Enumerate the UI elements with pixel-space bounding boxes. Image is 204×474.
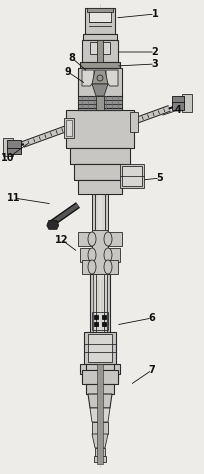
Bar <box>90 42 98 54</box>
Polygon shape <box>82 70 94 86</box>
Bar <box>83 34 117 40</box>
Text: 9: 9 <box>65 67 71 77</box>
Bar <box>85 8 115 34</box>
Bar <box>7 140 21 155</box>
Bar <box>82 40 118 62</box>
Bar <box>78 180 122 194</box>
Bar <box>96 274 104 364</box>
Polygon shape <box>92 70 108 84</box>
Bar <box>108 260 118 274</box>
Bar <box>88 334 112 362</box>
Ellipse shape <box>104 260 112 274</box>
Polygon shape <box>92 434 108 448</box>
Text: 8: 8 <box>69 53 75 63</box>
Bar <box>82 260 92 274</box>
Bar <box>108 232 122 246</box>
Text: 11: 11 <box>7 193 21 203</box>
Ellipse shape <box>88 232 96 246</box>
Polygon shape <box>47 220 59 229</box>
Bar <box>94 315 98 319</box>
Bar <box>130 112 138 132</box>
Bar <box>122 166 142 186</box>
Polygon shape <box>88 394 112 408</box>
Polygon shape <box>106 70 118 86</box>
Bar <box>66 110 134 148</box>
Bar <box>86 384 114 394</box>
Bar <box>80 364 120 374</box>
Bar <box>78 96 122 110</box>
Polygon shape <box>92 84 108 96</box>
Bar <box>90 274 110 364</box>
Bar <box>66 120 72 136</box>
Bar <box>82 370 118 384</box>
Bar <box>82 374 118 382</box>
Bar <box>102 42 110 54</box>
Bar <box>93 274 107 364</box>
Bar <box>182 94 192 112</box>
Bar <box>120 164 144 188</box>
Ellipse shape <box>104 248 112 262</box>
Text: 6: 6 <box>149 313 155 323</box>
Bar <box>102 315 106 319</box>
Bar <box>96 96 104 110</box>
Bar <box>92 312 108 330</box>
Bar <box>92 230 108 274</box>
Text: 7: 7 <box>149 365 155 375</box>
Text: 10: 10 <box>1 153 15 163</box>
Bar <box>64 118 74 138</box>
Bar <box>94 456 106 462</box>
Bar <box>97 364 103 464</box>
Bar <box>80 62 120 68</box>
Bar <box>94 322 98 326</box>
Text: 3: 3 <box>152 59 158 69</box>
Bar <box>95 40 105 400</box>
Ellipse shape <box>88 260 96 274</box>
Bar <box>80 248 92 262</box>
Bar <box>92 422 108 434</box>
Bar <box>97 40 103 62</box>
Ellipse shape <box>88 248 96 262</box>
Bar <box>78 232 92 246</box>
Bar <box>3 138 13 156</box>
Polygon shape <box>90 408 110 422</box>
Text: 4: 4 <box>175 105 181 115</box>
Bar <box>87 8 113 12</box>
Bar <box>84 332 116 364</box>
Bar <box>95 448 105 456</box>
Bar <box>108 248 120 262</box>
Ellipse shape <box>104 232 112 246</box>
Bar <box>98 40 102 400</box>
Text: 12: 12 <box>55 235 69 245</box>
Text: 1: 1 <box>152 9 158 19</box>
Bar <box>89 10 111 22</box>
Bar <box>172 96 184 110</box>
Text: 5: 5 <box>157 173 163 183</box>
Bar <box>78 68 122 110</box>
Bar <box>86 364 114 370</box>
Bar <box>74 164 126 180</box>
Bar <box>102 322 106 326</box>
Bar <box>92 40 108 400</box>
Bar <box>70 148 130 164</box>
Text: 2: 2 <box>152 47 158 57</box>
Circle shape <box>97 75 103 81</box>
